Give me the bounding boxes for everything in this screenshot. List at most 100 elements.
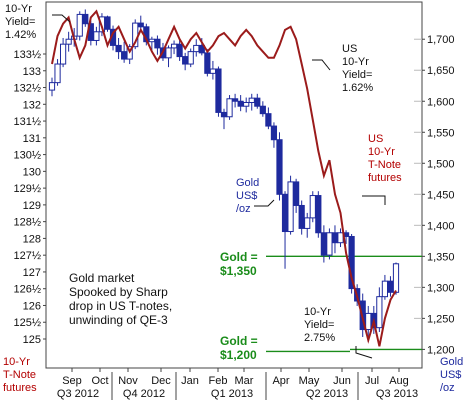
candle-body [381, 280, 389, 298]
candle-body [182, 56, 189, 65]
left-tick-label: 126½ [13, 284, 41, 296]
month-tick-label: Mar [235, 375, 254, 387]
left-tick-label: 132 [23, 99, 41, 111]
candle-body [376, 296, 383, 329]
candle-body [293, 181, 300, 206]
left-tick-label: 128 [23, 233, 41, 245]
x-axis-quarter-ticks: Q3 2012 Q4 2012 Q1 2013 Q2 2013 Q3 2013 [57, 372, 418, 400]
candle-body [309, 195, 316, 219]
candle-body [54, 63, 61, 84]
candle-body [304, 217, 311, 229]
right-tick-label: 1,550 [427, 127, 455, 139]
annotation-tnote-label: US 10-Yr T-Note futures [368, 133, 402, 184]
right-tick-label: 1,300 [427, 282, 455, 294]
candle-body [270, 125, 278, 141]
left-axis-ticks: 125 125½ 126 126½ 127 127½ 128 128½ 129 129½ 130 13… [13, 49, 46, 346]
right-tick-label: 1,600 [427, 96, 455, 108]
left-tick-label: 127½ [13, 250, 41, 262]
candle-body [193, 44, 200, 53]
gridlines [414, 38, 422, 319]
left-tick-label: 133½ [13, 49, 41, 61]
month-tick-label: Aug [389, 375, 409, 387]
candle-body [237, 100, 244, 107]
month-tick-label: Jun [333, 375, 351, 387]
candle-body [281, 193, 289, 233]
left-tick-label: 131½ [13, 116, 41, 128]
candle-body [254, 97, 261, 107]
ref-label-1350: Gold = $1,350 [220, 250, 258, 278]
annotation-story: Gold market Spooked by Sharp drop in US … [69, 271, 173, 327]
quarter-label: Q4 2012 [123, 388, 165, 400]
candle-body [276, 139, 283, 195]
right-tick-label: 1,700 [427, 34, 455, 46]
left-tick-label: 130½ [13, 150, 41, 162]
right-tick-label: 1,200 [427, 344, 455, 356]
annotation-leaders [52, 14, 386, 359]
annotation-gold-label: Gold US$ /oz [236, 177, 260, 215]
right-tick-label: 1,400 [427, 220, 455, 232]
candle-body [165, 47, 172, 59]
month-tick-label: Jul [365, 375, 379, 387]
candle-body [387, 280, 394, 293]
candle-body [265, 113, 272, 127]
ref-label-1200: Gold = $1,200 [220, 334, 258, 362]
annotation-yield-end: 10-Yr Yield= 2.75% [304, 306, 336, 344]
right-tick-label: 1,450 [427, 189, 455, 201]
candle-body [298, 204, 305, 229]
candle-body [148, 38, 155, 43]
left-tick-label: 128½ [13, 217, 41, 229]
left-tick-label: 132½ [13, 83, 41, 95]
candle-body [204, 52, 211, 74]
right-tick-label: 1,350 [427, 251, 455, 263]
month-tick-label: May [299, 375, 320, 387]
candle-body [243, 101, 250, 107]
left-tick-label: 127 [23, 267, 41, 279]
candle-body [287, 181, 294, 233]
candle-body [104, 16, 111, 30]
candle-body [331, 232, 339, 244]
right-tick-label: 1,650 [427, 65, 455, 77]
x-axis-month-ticks: Sep Oct Nov Dec Jan Feb Mar Apr May Jun Jul Aug [62, 368, 409, 387]
candle-body [198, 44, 205, 54]
month-tick-label: Feb [209, 375, 228, 387]
month-tick-label: Dec [151, 375, 171, 387]
right-tick-label: 1,250 [427, 313, 455, 325]
candle-body [259, 105, 266, 115]
leader-tnote [362, 195, 386, 205]
candle-body [231, 98, 239, 102]
leader-yield-end [355, 346, 373, 359]
right-tick-label: 1,500 [427, 158, 455, 170]
left-axis-title: 10-Yr T-Note futures [3, 356, 37, 394]
yield-line [51, 9, 397, 347]
candle-body [365, 312, 372, 331]
candle-body [121, 51, 128, 60]
right-axis-ticks: 1,200 1,250 1,300 1,350 1,400 1,450 1,500 1,550… [422, 34, 455, 356]
candle-body [215, 68, 222, 113]
leader-gold [254, 199, 275, 207]
month-tick-label: Sep [62, 375, 82, 387]
quarter-label: Q3 2013 [376, 388, 418, 400]
left-tick-label: 129 [23, 200, 41, 212]
candle-body [65, 38, 72, 45]
quarter-label: Q1 2013 [211, 388, 253, 400]
candle-body [93, 31, 100, 41]
candle-body [59, 43, 67, 65]
candle-body [209, 68, 217, 74]
left-tick-label: 125 [23, 334, 41, 346]
candle-body [326, 232, 333, 256]
candle-body [337, 232, 344, 244]
left-tick-label: 129½ [13, 183, 41, 195]
annotation-yield-start: 10-Yr Yield= 1.42% [5, 3, 37, 41]
reference-lines [266, 255, 422, 353]
month-tick-label: Nov [118, 375, 138, 387]
month-tick-label: Apr [272, 375, 289, 387]
leader-yield-mid [312, 59, 331, 71]
candle-body [248, 97, 255, 103]
left-tick-label: 126 [23, 300, 41, 312]
month-tick-label: Jan [181, 375, 199, 387]
left-tick-label: 133 [23, 66, 41, 78]
candle-body [154, 38, 161, 49]
candle-body [226, 98, 233, 118]
quarter-label: Q3 2012 [57, 388, 99, 400]
